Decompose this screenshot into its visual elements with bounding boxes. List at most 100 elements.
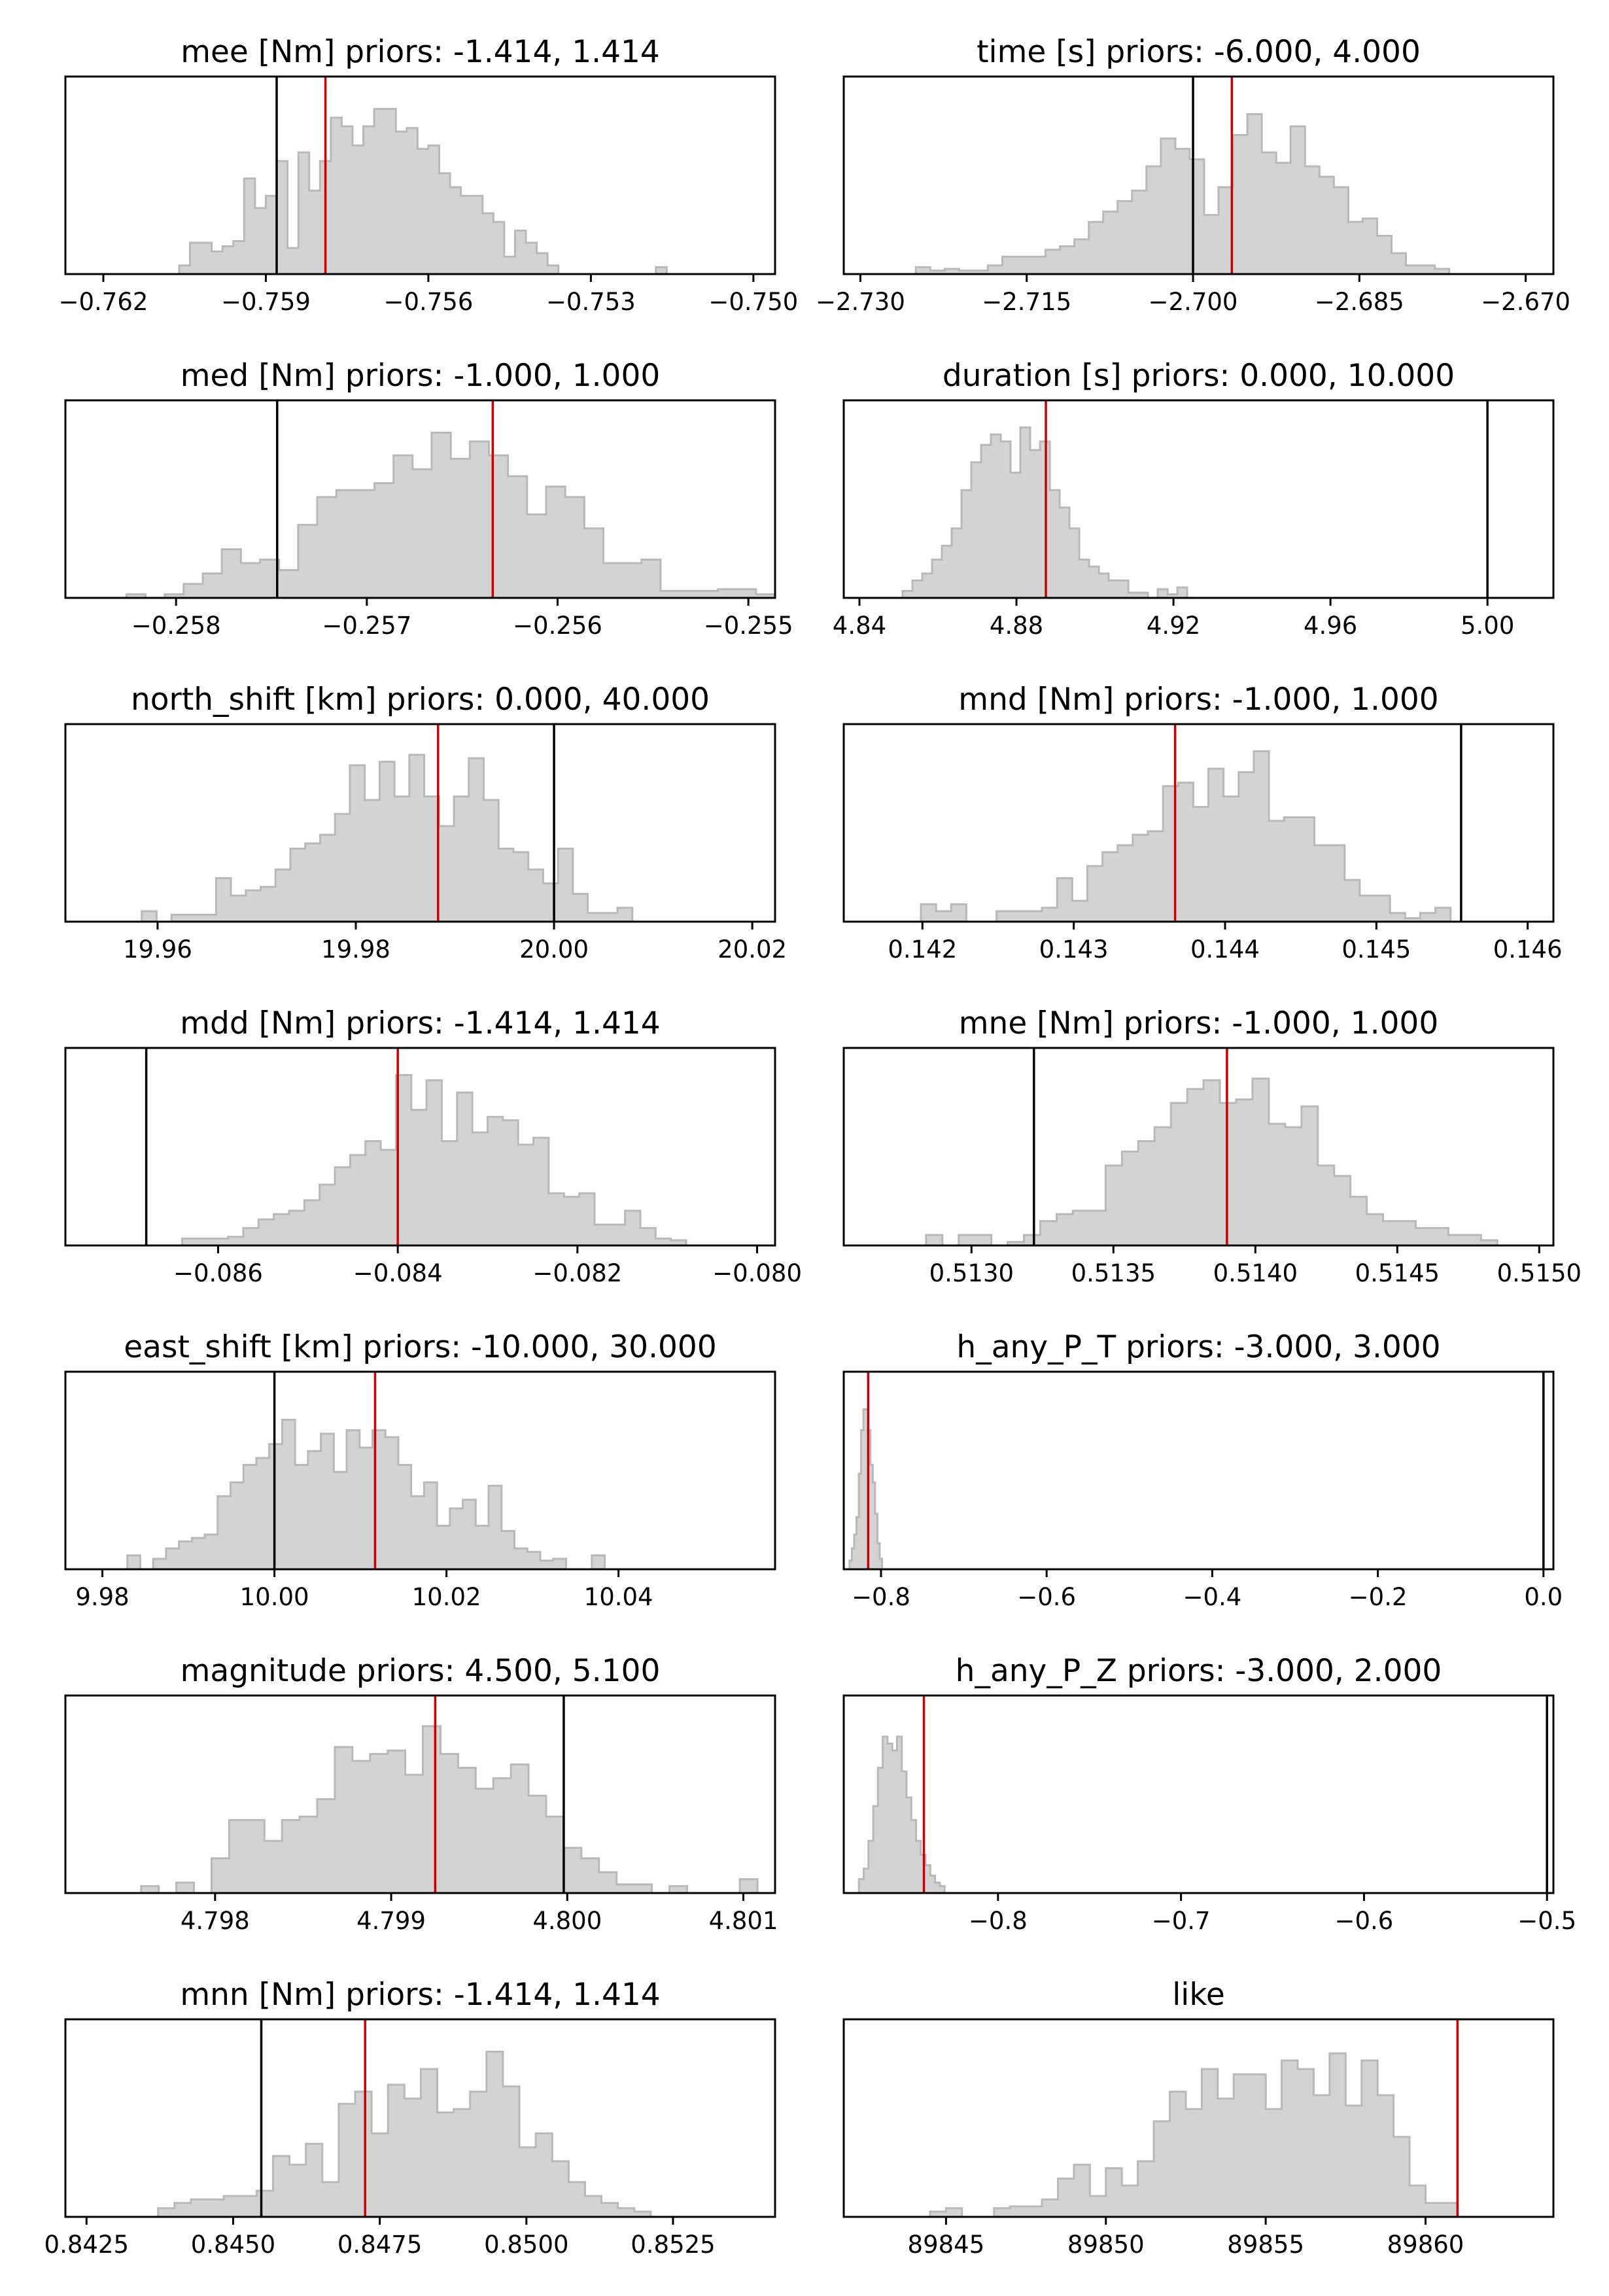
histogram-panel: east_shift [km] priors: -10.000, 30.000 9…	[64, 1329, 776, 1611]
x-tick-label: 89845	[908, 2231, 985, 2259]
x-tick-label: 4.801	[709, 1907, 778, 1935]
axes-frame	[842, 1694, 1555, 1894]
panel-title: h_any_P_T priors: -3.000, 3.000	[956, 1329, 1440, 1365]
x-tick-label: −2.685	[1315, 288, 1404, 316]
x-tick-label: 10.02	[412, 1583, 481, 1611]
x-tick-label: 0.145	[1341, 935, 1411, 964]
x-tick-label: 0.142	[888, 935, 957, 964]
histogram-bars	[914, 113, 1451, 275]
x-tick-label: −0.6	[1334, 1907, 1393, 1935]
x-tick-label: 20.00	[519, 935, 589, 964]
x-tick-label: −0.082	[532, 1259, 622, 1287]
axes-frame	[842, 399, 1555, 599]
x-tick-label: −0.255	[704, 612, 793, 640]
panel-title: east_shift [km] priors: -10.000, 30.000	[124, 1329, 716, 1365]
x-tick-label: −2.730	[816, 288, 905, 316]
histogram-bars	[125, 432, 776, 599]
histogram-bars	[178, 108, 668, 275]
histogram-panel: magnitude priors: 4.500, 5.100 4.798 4.799…	[64, 1653, 778, 1935]
axes-frame	[842, 723, 1555, 923]
x-tick-label: 0.5150	[1497, 1259, 1582, 1287]
x-tick-label: −0.762	[59, 288, 148, 316]
panel-title: mnn [Nm] priors: -1.414, 1.414	[180, 1977, 660, 2013]
histogram-panel: mnd [Nm] priors: -1.000, 1.000 0.142 0.143…	[842, 682, 1563, 964]
x-tick-label: 9.98	[75, 1583, 129, 1611]
panel-title: mnd [Nm] priors: -1.000, 1.000	[958, 682, 1438, 718]
histogram-panel: duration [s] priors: 0.000, 10.000 4.84 4.…	[833, 358, 1555, 640]
x-tick-label: 10.04	[584, 1583, 653, 1611]
panel-title: h_any_P_Z priors: -3.000, 2.000	[956, 1653, 1442, 1689]
x-tick-label: 0.5130	[929, 1259, 1014, 1287]
x-tick-label: 0.0	[1524, 1583, 1563, 1611]
x-tick-label: 0.8525	[631, 2231, 715, 2259]
x-tick-label: 5.00	[1461, 612, 1514, 640]
panel-title: like	[1172, 1977, 1225, 2013]
x-tick-label: −0.5	[1517, 1907, 1576, 1935]
x-tick-label: 0.5135	[1071, 1259, 1156, 1287]
x-tick-label: 4.800	[532, 1907, 602, 1935]
x-tick-label: 4.92	[1147, 612, 1200, 640]
histogram-panel: mee [Nm] priors: -1.414, 1.414 −0.762 −0.7…	[59, 34, 799, 316]
axes-frame	[842, 1047, 1555, 1247]
x-tick-label: 0.8425	[44, 2231, 129, 2259]
axes-frame	[64, 2018, 776, 2218]
x-tick-label: −2.715	[982, 288, 1071, 316]
x-tick-label: 19.98	[321, 935, 390, 964]
x-tick-label: 4.84	[833, 612, 886, 640]
x-tick-label: 0.144	[1190, 935, 1260, 964]
panel-title: magnitude priors: 4.500, 5.100	[181, 1653, 661, 1689]
x-tick-label: 4.96	[1304, 612, 1357, 640]
x-tick-label: 89855	[1227, 2231, 1304, 2259]
x-tick-label: −0.258	[131, 612, 221, 640]
histogram-panel: north_shift [km] priors: 0.000, 40.000 19…	[64, 682, 787, 964]
x-tick-label: 10.00	[240, 1583, 309, 1611]
x-tick-label: 0.5145	[1355, 1259, 1440, 1287]
axes-frame	[64, 1370, 776, 1571]
histogram-bars	[126, 1418, 606, 1571]
histogram-bars	[920, 750, 1452, 923]
histogram-bars	[141, 754, 634, 923]
panel-title: mne [Nm] priors: -1.000, 1.000	[959, 1005, 1438, 1041]
histogram-panel: time [s] priors: -6.000, 4.000 −2.730 −2.7…	[816, 34, 1570, 316]
x-tick-label: −0.080	[712, 1259, 802, 1287]
x-tick-label: −0.256	[513, 612, 602, 640]
x-tick-label: −0.8	[852, 1583, 910, 1611]
histogram-bars	[848, 1408, 883, 1571]
histogram-bars	[925, 1077, 1498, 1247]
axes-frame	[64, 1694, 776, 1894]
x-tick-label: 20.02	[718, 935, 787, 964]
x-tick-label: −0.750	[708, 288, 798, 316]
panel-title: med [Nm] priors: -1.000, 1.000	[181, 358, 661, 394]
histogram-panel: h_any_P_Z priors: -3.000, 2.000 −0.8 −0.7 −…	[842, 1653, 1576, 1935]
x-tick-label: 89860	[1387, 2231, 1464, 2259]
histogram-panel: mdd [Nm] priors: -1.414, 1.414 −0.086 −0.0…	[64, 1005, 802, 1287]
x-tick-label: 0.146	[1493, 935, 1563, 964]
x-tick-label: −0.2	[1349, 1583, 1408, 1611]
panel-title: time [s] priors: -6.000, 4.000	[977, 34, 1421, 70]
x-tick-label: −0.7	[1152, 1907, 1211, 1935]
x-tick-label: −2.670	[1481, 288, 1570, 316]
histogram-bars	[857, 1735, 946, 1894]
histogram-panel: mne [Nm] priors: -1.000, 1.000 0.5130 0.51…	[842, 1005, 1582, 1287]
histogram-panel: mnn [Nm] priors: -1.414, 1.414 0.8425 0.84…	[44, 1977, 776, 2259]
axes-frame	[842, 2018, 1555, 2218]
x-tick-label: 0.8475	[337, 2231, 422, 2259]
x-tick-label: 4.798	[181, 1907, 250, 1935]
x-tick-label: −0.257	[322, 612, 411, 640]
x-tick-label: −0.759	[221, 288, 311, 316]
panel-title: mee [Nm] priors: -1.414, 1.414	[181, 34, 660, 70]
histogram-bars	[181, 1074, 687, 1247]
histogram-panel: h_any_P_T priors: -3.000, 3.000 −0.8 −0.6 −…	[842, 1329, 1563, 1611]
x-tick-label: 0.143	[1039, 935, 1109, 964]
x-tick-label: 4.799	[356, 1907, 426, 1935]
x-tick-label: −0.8	[969, 1907, 1028, 1935]
axes-frame	[842, 75, 1555, 275]
histogram-bars	[929, 2052, 1459, 2218]
x-tick-label: 19.96	[123, 935, 192, 964]
histogram-bars	[140, 1725, 759, 1894]
x-tick-label: −2.700	[1149, 288, 1238, 316]
x-tick-label: 0.8450	[191, 2231, 275, 2259]
panel-title: mdd [Nm] priors: -1.414, 1.414	[180, 1005, 660, 1041]
panel-title: duration [s] priors: 0.000, 10.000	[943, 358, 1455, 394]
